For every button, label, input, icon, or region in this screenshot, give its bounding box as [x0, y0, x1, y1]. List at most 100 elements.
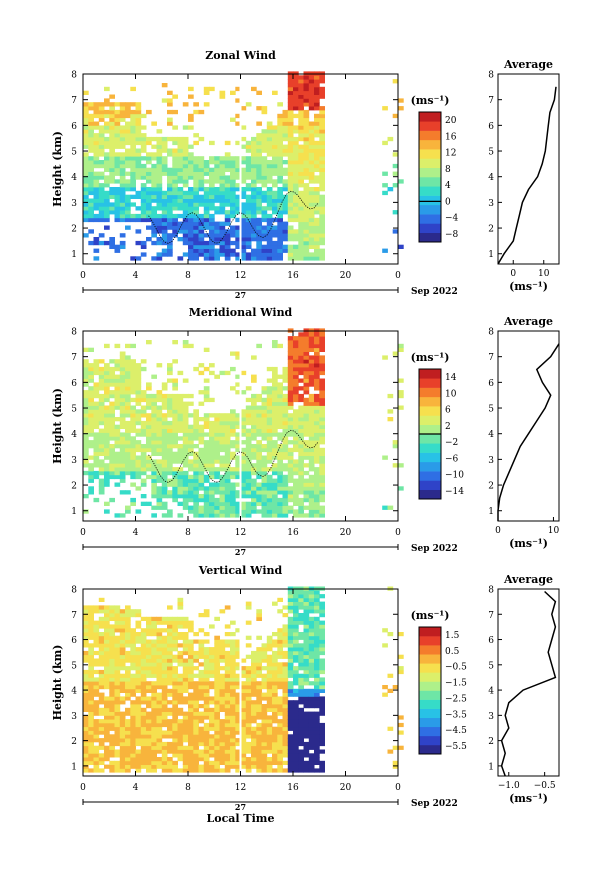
heatmap-cell [156, 738, 163, 743]
heatmap-cell [193, 409, 199, 414]
heatmap-cell [319, 136, 325, 142]
profile-y-tick-label: 6 [488, 379, 494, 389]
heatmap-cell [282, 136, 289, 142]
heatmap-cell [114, 647, 121, 652]
heatmap-cell [298, 715, 304, 720]
heatmap-cell [193, 190, 199, 196]
heatmap-cell [282, 685, 289, 690]
heatmap-cell [251, 190, 257, 196]
heatmap-cell [135, 386, 142, 391]
heatmap-cell [308, 237, 315, 242]
heatmap-cell [261, 509, 268, 514]
heatmap-cell [272, 700, 278, 705]
heatmap-cell [308, 171, 315, 176]
heatmap-cell [214, 760, 220, 765]
heatmap-cell [93, 144, 100, 149]
colorbar-tick-label: −4.5 [445, 726, 467, 736]
heatmap-cell [83, 390, 89, 395]
heatmap-cell [114, 217, 121, 223]
heatmap-cell [104, 378, 110, 383]
heatmap-cell [272, 440, 278, 445]
heatmap-cell [130, 711, 136, 716]
heatmap-cell [235, 444, 241, 449]
heatmap-cell [109, 696, 115, 701]
heatmap-cell [245, 237, 252, 242]
heatmap-cell [177, 237, 184, 242]
heatmap-cell [135, 447, 142, 453]
heatmap-cell [251, 355, 257, 360]
colorbar-tick-label: −4 [445, 214, 459, 224]
heatmap-cell [308, 210, 315, 215]
heatmap-cell [266, 719, 273, 724]
heatmap-cell [251, 140, 257, 146]
heatmap-cell [251, 478, 257, 483]
heatmap-cell [308, 152, 315, 157]
heatmap-cell [88, 715, 94, 720]
heatmap-cell [282, 613, 289, 618]
heatmap-cell [151, 451, 157, 456]
heatmap-cell [293, 213, 299, 219]
heatmap-cell [214, 509, 220, 514]
heatmap-cell [251, 707, 257, 712]
heatmap-cell [104, 366, 110, 372]
colorbar-tick-label: −5.5 [445, 742, 467, 752]
heatmap-cell [214, 428, 220, 433]
heatmap-cell [119, 632, 126, 637]
heatmap-cell [93, 760, 100, 765]
heatmap-cell [251, 673, 257, 678]
heatmap-cell [93, 688, 100, 693]
heatmap-cell [125, 106, 131, 111]
heatmap-cell [119, 163, 126, 169]
heatmap-cell [319, 628, 325, 633]
heatmap-cell [125, 505, 131, 510]
heatmap-cell [303, 94, 310, 99]
heatmap-cell [114, 140, 121, 146]
heatmap-cell [298, 647, 304, 652]
heatmap-cell [251, 509, 257, 514]
heatmap-cell [277, 190, 283, 196]
heatmap-cell [277, 386, 283, 391]
heatmap-cell [240, 474, 247, 480]
heatmap-cell [240, 179, 247, 184]
heatmap-cell [182, 478, 189, 483]
heatmap-cell [98, 654, 105, 659]
heatmap-cell [167, 760, 173, 765]
heatmap-cell [287, 673, 294, 678]
heatmap-cell [319, 605, 325, 610]
heatmap-cell [98, 597, 105, 602]
heatmap-cell [109, 470, 115, 476]
heatmap-cell [266, 206, 273, 211]
heatmap-cell [224, 470, 231, 476]
heatmap-cell [314, 217, 320, 223]
heatmap-cell [224, 417, 231, 422]
colorbar-unit: (ms⁻¹) [411, 351, 450, 364]
heatmap-cell [114, 213, 121, 219]
heatmap-cell [172, 190, 178, 196]
heatmap-cell [209, 490, 215, 495]
heatmap-cell [398, 669, 404, 675]
heatmap-cell [83, 397, 89, 403]
heatmap-cell [182, 183, 189, 188]
heatmap-cell [266, 704, 273, 709]
heatmap-cell [245, 719, 252, 724]
heatmap-cell [282, 474, 289, 480]
heatmap-cell [303, 187, 310, 192]
heatmap-cell [298, 722, 304, 728]
heatmap-cell [156, 628, 163, 633]
heatmap-cell [256, 666, 262, 671]
heatmap-cell [203, 424, 210, 429]
heatmap-cell [130, 613, 136, 618]
heatmap-cell [235, 741, 241, 747]
heatmap-cell [151, 206, 157, 211]
heatmap-cell [282, 210, 289, 215]
heatmap-cell [214, 225, 220, 230]
heatmap-cell [83, 152, 89, 157]
heatmap-cell [272, 643, 278, 648]
heatmap-cell [224, 509, 231, 514]
heatmap-cell [293, 601, 299, 606]
heatmap-cell [319, 594, 325, 599]
heatmap-cell [287, 486, 294, 491]
heatmap-cell [235, 225, 241, 230]
heatmap-cell [266, 417, 273, 422]
heatmap-cell [93, 455, 100, 460]
